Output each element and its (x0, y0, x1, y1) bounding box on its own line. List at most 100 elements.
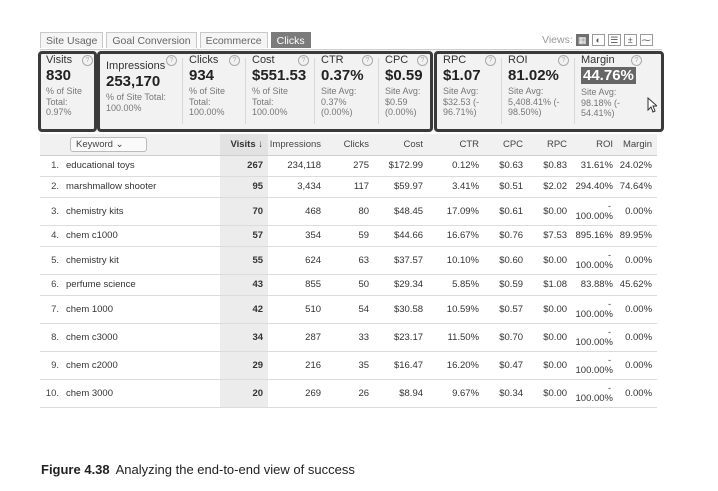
cell-ctr: 16.20% (428, 351, 485, 380)
metric-name: Margin (581, 54, 615, 66)
table-view-icon[interactable]: ▦ (575, 34, 589, 46)
cell-cpc: $0.70 (484, 323, 529, 352)
metric-value: 253,170 (106, 73, 161, 90)
col-impressions-header[interactable]: Impressions (268, 134, 327, 156)
pivot-view-icon[interactable]: ⁓ (639, 34, 653, 46)
col-roi-header[interactable]: ROI (572, 134, 619, 156)
performance-view-icon[interactable]: ☰ (607, 34, 621, 46)
keyword-link[interactable]: educational toys (62, 155, 221, 177)
cell-visits: 95 (220, 176, 269, 198)
cell-margin: 89.95% (618, 225, 658, 247)
tab-goal-conversion[interactable]: Goal Conversion (106, 32, 197, 48)
figure-number: Figure 4.38 (41, 462, 110, 477)
cell-roi: -100.00% (572, 379, 619, 408)
cell-rpc: $2.02 (528, 176, 573, 198)
cell-visits: 29 (220, 351, 269, 380)
keyword-link[interactable]: chem c3000 (62, 323, 221, 352)
row-index: 6. (40, 274, 62, 296)
cell-cost: $23.17 (374, 323, 429, 352)
table-row: 9. chem c2000 29 216 35 $16.47 16.20% $0.47 $0.0… (40, 351, 658, 380)
keyword-link[interactable]: chem 3000 (62, 379, 221, 408)
col-margin-header[interactable]: Margin (618, 134, 658, 156)
cell-clicks: 275 (326, 155, 375, 177)
cell-visits: 70 (220, 197, 269, 226)
keyword-link[interactable]: chemistry kits (62, 197, 221, 226)
negative-sign: - (608, 298, 612, 309)
keyword-link[interactable]: chem c2000 (62, 351, 221, 380)
cell-rpc: $7.53 (528, 225, 573, 247)
cell-impressions: 468 (268, 197, 327, 226)
cell-ctr: 10.59% (428, 295, 485, 324)
divider (245, 58, 246, 124)
col-cost-header[interactable]: Cost (374, 134, 429, 156)
cell-ctr: 10.10% (428, 246, 485, 275)
cell-margin: 0.00% (618, 197, 658, 226)
col-rpc-header[interactable]: RPC (528, 134, 573, 156)
cell-clicks: 50 (326, 274, 375, 296)
cell-ctr: 0.12% (428, 155, 485, 177)
keyword-link[interactable]: chem 1000 (62, 295, 221, 324)
negative-sign: - (608, 200, 612, 211)
cell-cpc: $0.60 (484, 246, 529, 275)
cell-roi: -100.00% (572, 197, 619, 226)
cell-clicks: 59 (326, 225, 375, 247)
table-row: 6. perfume science 43 855 50 $29.34 5.85% $0.59… (40, 274, 658, 296)
cell-roi: 83.88% (572, 274, 619, 296)
metric-visits: Visits ? 830 % of Site Total: 0.97% (40, 50, 98, 132)
divider (574, 58, 575, 124)
cell-ctr: 9.67% (428, 379, 485, 408)
tab-ecommerce[interactable]: Ecommerce (199, 32, 268, 48)
cell-cost: $48.45 (374, 197, 429, 226)
help-icon[interactable]: ? (485, 55, 496, 66)
tab-site-usage[interactable]: Site Usage (40, 32, 104, 48)
help-icon[interactable]: ? (166, 55, 177, 66)
metric-name: ROI (508, 54, 528, 66)
help-icon[interactable]: ? (631, 55, 642, 66)
views-label: Views: (542, 34, 573, 46)
cell-visits: 34 (220, 323, 269, 352)
metric-name: Impressions (106, 60, 166, 72)
row-index: 9. (40, 351, 62, 380)
col-visits-header[interactable]: Visits ↓ (220, 134, 269, 156)
roi-value: 100.00% (575, 364, 614, 376)
help-icon[interactable]: ? (82, 55, 93, 66)
help-icon[interactable]: ? (558, 55, 569, 66)
col-ctr-header[interactable]: CTR (428, 134, 485, 156)
cell-visits: 43 (220, 274, 269, 296)
metric-value: $0.59 (385, 67, 423, 84)
mouse-pointer-icon (647, 97, 657, 113)
col-clicks-header[interactable]: Clicks (326, 134, 375, 156)
comparison-view-icon[interactable]: ± (623, 34, 637, 46)
keyword-link[interactable]: chemistry kit (62, 246, 221, 275)
col-cpc-header[interactable]: CPC (484, 134, 529, 156)
table-row: 5. chemistry kit 55 624 63 $37.57 10.10% $0.60 $… (40, 246, 658, 275)
table-row: 1. educational toys 267 234,118 275 $172.99 0.… (40, 155, 658, 177)
cell-roi: 294.40% (572, 176, 619, 198)
keyword-link[interactable]: chem c1000 (62, 225, 221, 247)
help-icon[interactable]: ? (362, 55, 373, 66)
cell-cost: $172.99 (374, 155, 429, 177)
cell-clicks: 80 (326, 197, 375, 226)
cell-cost: $37.57 (374, 246, 429, 275)
table-row: 8. chem c3000 34 287 33 $23.17 11.50% $0.70 $0.0… (40, 323, 658, 352)
help-icon[interactable]: ? (298, 55, 309, 66)
highlight-box-visits (38, 51, 97, 132)
help-icon[interactable]: ? (417, 55, 428, 66)
cell-cost: $8.94 (374, 379, 429, 408)
keyword-link[interactable]: marshmallow shooter (62, 176, 221, 198)
keyword-link[interactable]: perfume science (62, 274, 221, 296)
cell-cpc: $0.61 (484, 197, 529, 226)
cell-rpc: $0.00 (528, 197, 573, 226)
cell-margin: 24.02% (618, 155, 658, 177)
tab-clicks[interactable]: Clicks (270, 32, 311, 48)
keyword-dimension-selector[interactable]: Keyword ⌄ (70, 136, 147, 152)
metric-cost: Cost ? $551.53 % of Site Total: 100.00% (246, 50, 314, 132)
roi-value: 100.00% (575, 210, 614, 222)
help-icon[interactable]: ? (229, 55, 240, 66)
cell-impressions: 269 (268, 379, 327, 408)
figure-caption: Figure 4.38 Analyzing the end-to-end view… (41, 462, 355, 477)
table-row: 3. chemistry kits 70 468 80 $48.45 17.09% $0.61… (40, 197, 658, 226)
cell-cpc: $0.47 (484, 351, 529, 380)
keyword-column-header[interactable]: Keyword ⌄ (40, 134, 221, 156)
pie-view-icon[interactable]: ◐ (591, 34, 605, 46)
